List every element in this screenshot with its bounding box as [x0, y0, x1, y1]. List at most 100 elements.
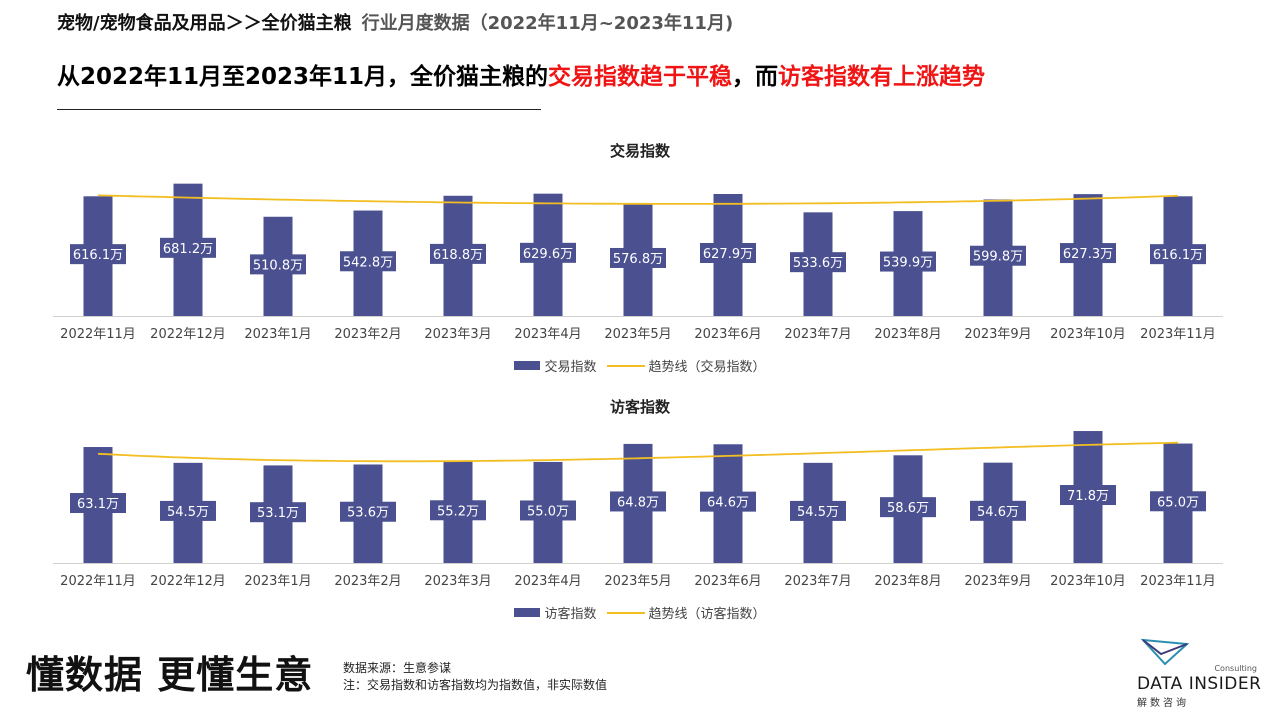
svg-text:54.5万: 54.5万	[797, 505, 839, 520]
chart-title-transaction: 交易指数	[609, 142, 670, 160]
data-label: 58.6万	[880, 497, 936, 518]
svg-text:539.9万: 539.9万	[883, 256, 933, 271]
x-tick-label: 2023年4月	[514, 327, 581, 342]
footnote: 数据来源：生意参谋 注：交易指数和访客指数均为指数值，非实际数值	[343, 660, 607, 694]
x-tick-label: 2023年6月	[694, 327, 761, 342]
data-label: 510.8万	[250, 254, 306, 275]
x-tick-label: 2023年1月	[244, 327, 311, 342]
legend-line-swatch	[606, 611, 645, 614]
data-label: 542.8万	[340, 251, 396, 272]
headline-divider	[57, 109, 541, 110]
svg-text:618.8万: 618.8万	[433, 248, 483, 263]
legend-label-trend: 趋势线（访客指数）	[648, 607, 766, 622]
legend-visitor: 访客指数 趋势线（访客指数）	[0, 603, 1280, 622]
svg-text:576.8万: 576.8万	[613, 252, 663, 267]
chart-title-visitor: 访客指数	[609, 398, 670, 416]
svg-text:510.8万: 510.8万	[253, 258, 303, 273]
x-tick-label: 2023年2月	[334, 327, 401, 342]
trend-line	[97, 194, 1179, 205]
x-tick-label: 2023年1月	[244, 574, 311, 589]
data-label: 616.1万	[70, 244, 126, 265]
trend-line	[97, 441, 1179, 463]
x-tick-label: 2023年10月	[1050, 327, 1126, 342]
svg-text:54.6万: 54.6万	[977, 505, 1019, 520]
svg-text:629.6万: 629.6万	[523, 247, 573, 262]
svg-text:53.6万: 53.6万	[347, 506, 389, 521]
data-label: 54.5万	[790, 500, 846, 521]
data-label: 533.6万	[790, 252, 846, 273]
svg-text:71.8万: 71.8万	[1067, 489, 1109, 504]
svg-text:55.2万: 55.2万	[437, 504, 479, 519]
data-label: 576.8万	[610, 247, 666, 268]
x-tick-label: 2023年3月	[424, 574, 491, 589]
data-label: 54.6万	[970, 500, 1026, 521]
data-label: 618.8万	[430, 243, 486, 264]
legend-bar-swatch	[514, 608, 541, 617]
x-tick-label: 2022年12月	[150, 574, 226, 589]
data-source: 数据来源：生意参谋	[343, 661, 452, 675]
breadcrumb-subtitle: 行业月度数据（2022年11月~2023年11月)	[361, 13, 734, 34]
svg-text:64.6万: 64.6万	[707, 496, 749, 511]
data-insider-logo: Consulting DATA INSIDER 解数咨询	[1133, 638, 1265, 709]
page-headline: 从2022年11月至2023年11月，全价猫主粮的交易指数趋于平稳，而访客指数有…	[57, 57, 985, 91]
svg-text:627.9万: 627.9万	[703, 247, 753, 262]
data-label: 53.1万	[250, 502, 306, 523]
svg-text:616.1万: 616.1万	[73, 248, 123, 263]
svg-text:65.0万: 65.0万	[1157, 495, 1199, 510]
legend-item-bar: 访客指数	[514, 603, 597, 622]
logo-triangle-icon	[1140, 638, 1190, 666]
headline-part1: 从2022年11月至2023年11月，全价猫主粮的	[57, 64, 549, 90]
headline-highlight-visitor: 访客指数有上涨趋势	[778, 64, 986, 90]
x-tick-label: 2023年3月	[424, 327, 491, 342]
chart-transaction-index: 616.1万 2022年11月 681.2万 2022年12月 510.8万 2023年1…	[53, 183, 1223, 342]
data-label: 53.6万	[340, 501, 396, 522]
x-tick-label: 2022年11月	[60, 574, 136, 589]
data-label: 64.8万	[610, 491, 666, 512]
logo-cn: 解数咨询	[1137, 698, 1189, 709]
data-label: 629.6万	[520, 242, 576, 263]
x-tick-label: 2023年8月	[874, 327, 941, 342]
data-label: 64.6万	[700, 491, 756, 512]
x-tick-label: 2023年9月	[964, 327, 1031, 342]
legend-item-bar: 交易指数	[514, 356, 597, 375]
legend-item-trend: 趋势线（访客指数）	[606, 603, 766, 622]
svg-text:63.1万: 63.1万	[77, 497, 119, 512]
logo-consulting: Consulting	[1214, 664, 1257, 673]
data-label: 71.8万	[1060, 485, 1116, 506]
data-label: 65.0万	[1150, 491, 1206, 512]
svg-text:53.1万: 53.1万	[257, 506, 299, 521]
breadcrumb-path: 宠物/宠物食品及用品＞＞全价猫主粮	[57, 13, 352, 34]
svg-text:599.8万: 599.8万	[973, 250, 1023, 265]
legend-bar-swatch	[514, 361, 541, 370]
data-label: 616.1万	[1150, 244, 1206, 265]
x-tick-label: 2023年5月	[604, 574, 671, 589]
legend-line-swatch	[606, 364, 645, 367]
legend-item-trend: 趋势线（交易指数）	[606, 356, 766, 375]
data-label: 599.8万	[970, 245, 1026, 266]
headline-highlight-transaction: 交易指数趋于平稳	[548, 64, 733, 90]
headline-part2: ，而	[732, 64, 779, 90]
svg-text:681.2万: 681.2万	[163, 242, 213, 257]
data-note: 注：交易指数和访客指数均为指数值，非实际数值	[343, 678, 608, 692]
x-tick-label: 2023年6月	[694, 574, 761, 589]
data-label: 627.3万	[1060, 243, 1116, 264]
x-tick-label: 2023年7月	[784, 327, 851, 342]
x-tick-label: 2023年4月	[514, 574, 581, 589]
x-tick-label: 2022年11月	[60, 327, 136, 342]
x-tick-label: 2022年12月	[150, 327, 226, 342]
x-tick-label: 2023年8月	[874, 574, 941, 589]
data-label: 63.1万	[70, 493, 126, 514]
x-tick-label: 2023年9月	[964, 574, 1031, 589]
x-tick-label: 2023年11月	[1140, 574, 1216, 589]
legend-transaction: 交易指数 趋势线（交易指数）	[0, 356, 1280, 375]
svg-text:58.6万: 58.6万	[887, 501, 929, 516]
x-tick-label: 2023年10月	[1050, 574, 1126, 589]
legend-label-bar: 交易指数	[544, 360, 597, 375]
data-label: 681.2万	[160, 237, 216, 258]
breadcrumb: 宠物/宠物食品及用品＞＞全价猫主粮 行业月度数据（2022年11月~2023年11…	[57, 9, 733, 35]
svg-text:54.5万: 54.5万	[167, 505, 209, 520]
svg-text:616.1万: 616.1万	[1153, 248, 1203, 263]
data-label: 627.9万	[700, 243, 756, 264]
slogan: 懂数据 更懂生意	[26, 653, 314, 697]
svg-text:64.8万: 64.8万	[617, 495, 659, 510]
